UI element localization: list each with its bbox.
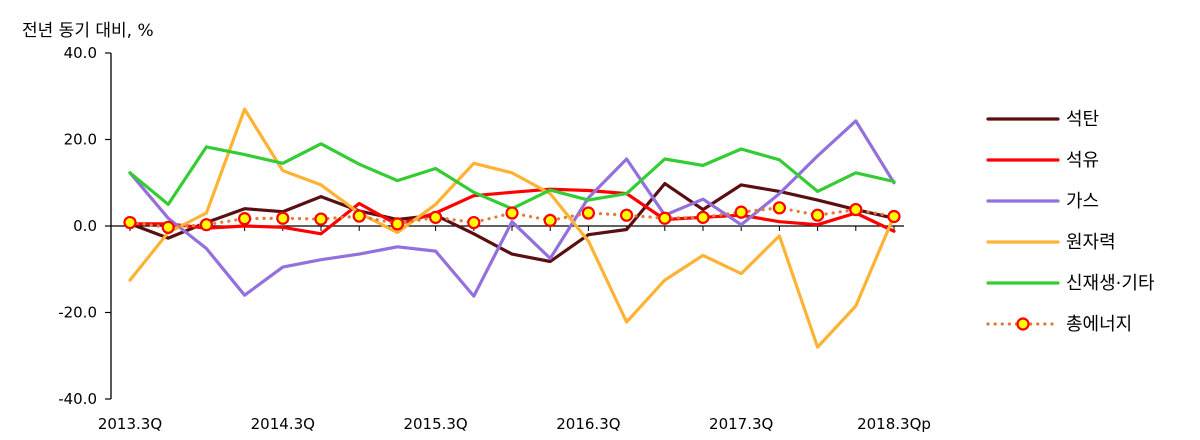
y-axis-unit-label: 전년 동기 대비, %	[22, 21, 154, 41]
x-tick-label: 2015.3Q	[403, 415, 467, 433]
series-point-5	[658, 211, 672, 225]
x-tick-label: 2017.3Q	[709, 415, 773, 433]
series-point-5	[161, 220, 175, 234]
series-line-0	[128, 182, 896, 264]
series-point-5	[276, 211, 290, 225]
series-line-3	[128, 107, 896, 349]
x-tick-label: 2014.3Q	[251, 415, 315, 433]
series-point-5	[238, 212, 252, 226]
series-point-5	[352, 209, 366, 223]
series-point-5	[467, 215, 481, 230]
legend-label-1: 석유	[1066, 150, 1099, 171]
series-point-5	[810, 208, 825, 222]
series-point-5	[772, 201, 787, 215]
series-point-5	[619, 208, 634, 222]
series-point-5	[199, 218, 213, 232]
legend-label-3: 원자력	[1066, 232, 1116, 253]
y-tick-label: 40.0	[64, 44, 97, 62]
series-layer	[123, 107, 901, 349]
series-point-5	[734, 205, 748, 219]
x-tick-label: 2018.3Qp	[857, 415, 931, 433]
y-tick-label: -20.0	[58, 304, 97, 322]
series-point-5	[505, 206, 519, 220]
y-tick-label: 0.0	[73, 217, 97, 235]
series-line-5	[128, 206, 896, 229]
legend-label-0: 석탄	[1066, 109, 1099, 130]
x-tick-label: 2013.3Q	[98, 415, 162, 433]
series-point-5	[887, 209, 901, 224]
series-line-2	[128, 119, 896, 298]
series-point-5	[390, 217, 404, 231]
x-tick-label: 2016.3Q	[556, 415, 620, 433]
series-point-5	[429, 210, 443, 224]
y-tick-label: -40.0	[58, 390, 97, 408]
series-point-5	[696, 210, 710, 224]
series-point-5	[314, 212, 328, 226]
legend-label-2: 가스	[1066, 191, 1099, 212]
series-point-5	[849, 202, 863, 217]
series-point-5	[123, 215, 137, 230]
y-tick-label: 20.0	[64, 131, 97, 149]
legend-label-5: 총에너지	[1066, 314, 1132, 335]
series-point-5	[543, 213, 557, 227]
series-line-1	[128, 187, 896, 236]
series-line-4	[128, 142, 896, 211]
legend-marker-5	[1016, 317, 1030, 331]
series-point-5	[581, 206, 596, 220]
legend-label-4: 신재생·기타	[1066, 273, 1155, 294]
